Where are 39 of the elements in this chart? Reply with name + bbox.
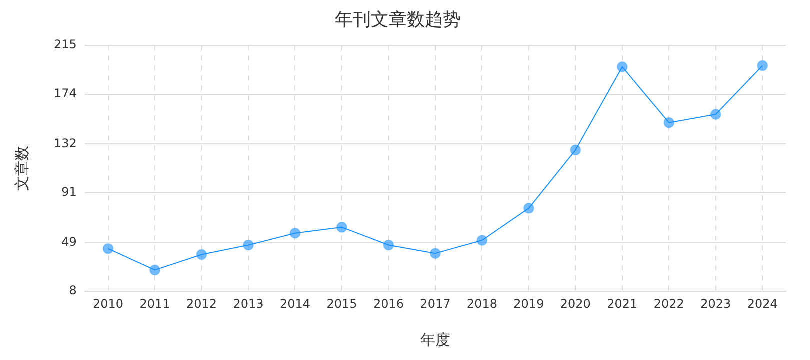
y-tick-label: 49: [62, 235, 77, 249]
x-tick-label: 2013: [233, 296, 264, 311]
point: [102, 243, 114, 254]
y-tick-label: 174: [54, 86, 77, 100]
x-tick-label: 2019: [514, 296, 544, 311]
x-tick-label: 2020: [560, 296, 591, 311]
x-tick-label: 2022: [654, 296, 684, 311]
point: [242, 240, 254, 251]
x-tick-label: 2010: [93, 296, 124, 311]
point: [476, 235, 488, 246]
point: [616, 61, 628, 72]
point: [430, 248, 441, 260]
x-tick-label: 2023: [700, 296, 732, 311]
chart-title: 年刊文章数趋势: [335, 9, 461, 30]
point: [570, 144, 582, 156]
x-tick-label: 2021: [607, 296, 638, 311]
x-tick-label: 2014: [280, 296, 311, 311]
x-tick-label: 2018: [466, 296, 498, 311]
point: [383, 240, 394, 251]
y-axis-title: 文章数: [12, 146, 31, 192]
y-tick-label: 215: [54, 38, 77, 52]
point: [336, 222, 348, 233]
y-tick-label: 91: [62, 185, 77, 200]
x-tick-label: 2015: [326, 296, 358, 311]
point: [664, 117, 675, 128]
point: [523, 202, 534, 214]
point: [710, 109, 722, 120]
point: [150, 264, 161, 276]
y-tick-label: 8: [69, 284, 77, 298]
x-tick-label: 2024: [747, 296, 778, 311]
point: [290, 228, 301, 239]
x-tick-label: 2016: [373, 296, 404, 311]
x-tick-label: 2011: [140, 296, 170, 311]
point: [196, 249, 208, 260]
x-axis-title: 年度: [420, 330, 450, 349]
x-tick-label: 2017: [420, 296, 451, 311]
x-tick-label: 2012: [186, 296, 218, 311]
y-tick-label: 132: [54, 136, 77, 150]
point: [757, 60, 768, 72]
